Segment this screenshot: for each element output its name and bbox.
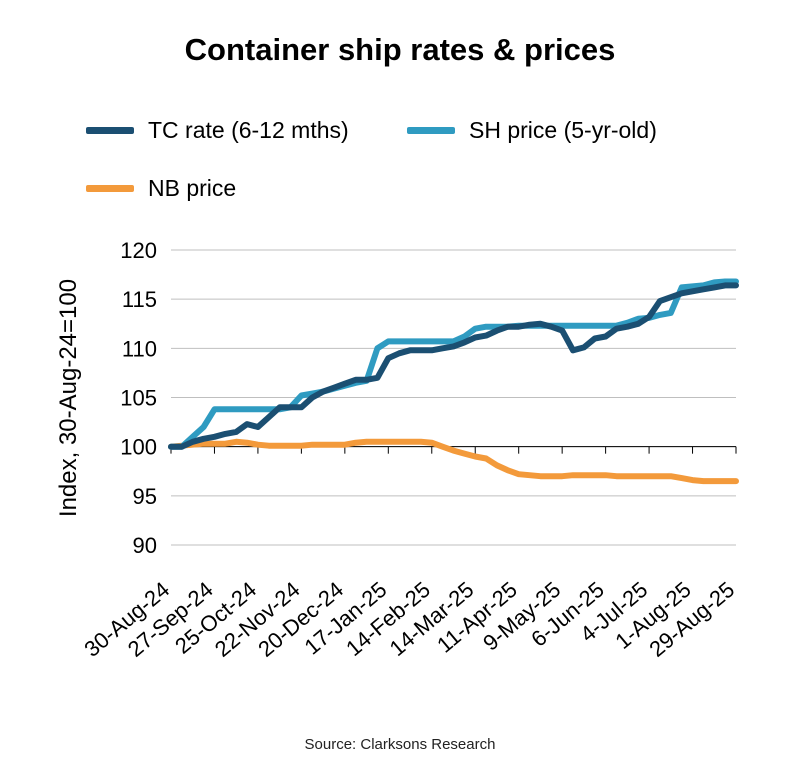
legend-label-nb-price: NB price xyxy=(148,175,237,201)
legend-item-sh-price: SH price (5-yr-old) xyxy=(407,117,657,144)
legend-label-tc-rate: TC rate (6-12 mths) xyxy=(148,117,349,143)
source-note: Source: Clarksons Research xyxy=(304,736,496,753)
line-chart: 909510010511011512030-Aug-2427-Sep-2425-… xyxy=(55,238,739,662)
legend-swatch-sh-price xyxy=(407,127,455,134)
legend-label-sh-price: SH price (5-yr-old) xyxy=(469,117,657,143)
legend-swatch-tc-rate xyxy=(86,127,134,134)
y-tick-label-95: 95 xyxy=(133,484,157,509)
y-tick-label-115: 115 xyxy=(122,287,157,312)
legend-item-nb-price: NB price xyxy=(86,175,236,202)
y-tick-label-90: 90 xyxy=(133,533,157,558)
series-line-nb-price xyxy=(168,438,739,485)
series-line-tc-rate-6-12-mths xyxy=(168,282,739,450)
legend-item-tc-rate: TC rate (6-12 mths) xyxy=(86,117,349,144)
chart-title: Container ship rates & prices xyxy=(184,32,616,67)
series-line-sh-price-5-yr-old xyxy=(168,278,739,450)
y-tick-label-120: 120 xyxy=(120,238,157,263)
y-tick-label-110: 110 xyxy=(122,336,157,361)
y-tick-label-105: 105 xyxy=(120,386,157,411)
legend-swatch-nb-price xyxy=(86,185,134,192)
y-tick-label-100: 100 xyxy=(120,435,157,460)
y-axis-label: Index, 30-Aug-24=100 xyxy=(55,279,82,517)
